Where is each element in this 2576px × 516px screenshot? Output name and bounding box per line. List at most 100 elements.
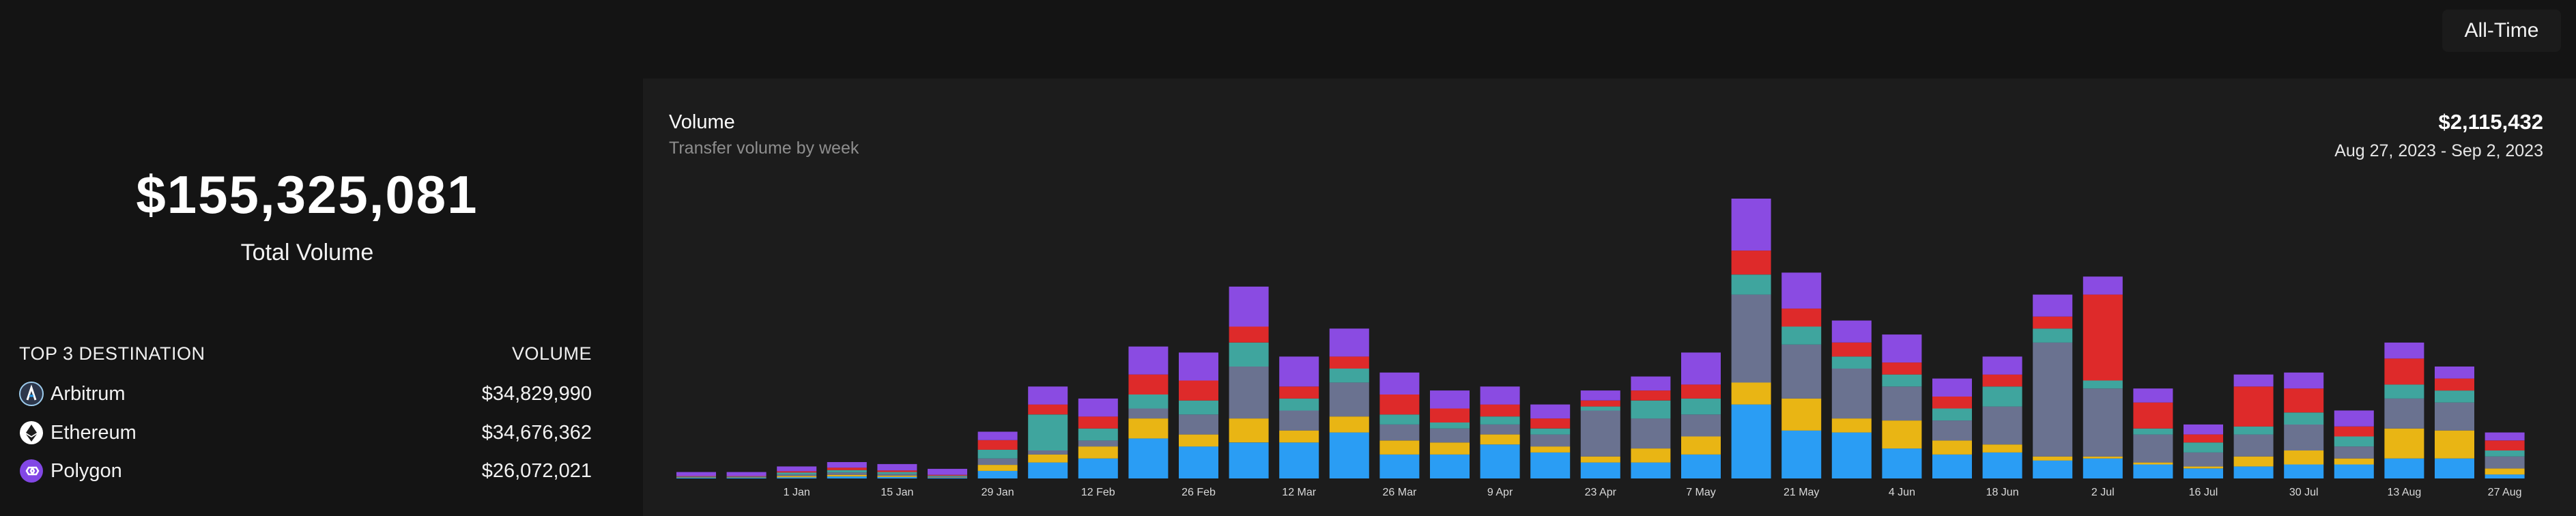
bar-segment-week-30-series-2[interactable] bbox=[2184, 452, 2223, 467]
bar-segment-week-10-series-4[interactable] bbox=[1179, 380, 1218, 401]
bar-segment-week-8-series-4[interactable] bbox=[1078, 416, 1118, 429]
bar-segment-week-3-series-5[interactable] bbox=[827, 462, 867, 468]
bar-segment-week-34-series-3[interactable] bbox=[2384, 384, 2424, 399]
bar-segment-week-30-series-5[interactable] bbox=[2184, 424, 2223, 435]
bar-segment-week-8-series-5[interactable] bbox=[1078, 398, 1118, 417]
bar-segment-week-2-series-2[interactable] bbox=[777, 474, 817, 476]
bar-segment-week-7-series-1[interactable] bbox=[1028, 454, 1068, 463]
bar-segment-week-9-series-0[interactable] bbox=[1128, 438, 1169, 478]
bar-segment-week-14-series-0[interactable] bbox=[1379, 454, 1420, 478]
bar-segment-week-17-series-2[interactable] bbox=[1530, 434, 1571, 447]
bar-segment-week-11-series-4[interactable] bbox=[1229, 326, 1269, 343]
bar-segment-week-11-series-2[interactable] bbox=[1229, 367, 1269, 419]
bar-segment-week-17-series-5[interactable] bbox=[1530, 404, 1571, 419]
bar-segment-week-10-series-0[interactable] bbox=[1179, 446, 1218, 478]
bar-segment-week-6-series-2[interactable] bbox=[977, 458, 1018, 465]
bar-segment-week-23-series-2[interactable] bbox=[1831, 368, 1872, 419]
bar-segment-week-16-series-3[interactable] bbox=[1480, 416, 1520, 425]
bar-segment-week-17-series-4[interactable] bbox=[1530, 418, 1571, 429]
bar-segment-week-12-series-3[interactable] bbox=[1279, 398, 1319, 411]
bar-segment-week-31-series-0[interactable] bbox=[2233, 466, 2274, 478]
bar-segment-week-33-series-5[interactable] bbox=[2334, 410, 2374, 427]
bar-segment-week-7-series-5[interactable] bbox=[1028, 386, 1068, 405]
bar-segment-week-31-series-5[interactable] bbox=[2233, 374, 2274, 387]
bar-segment-week-34-series-1[interactable] bbox=[2384, 428, 2424, 459]
bar-segment-week-1-series-5[interactable] bbox=[726, 472, 767, 476]
bar-segment-week-0-series-5[interactable] bbox=[676, 472, 716, 476]
bar-segment-week-2-series-4[interactable] bbox=[777, 471, 817, 473]
bar-segment-week-24-series-4[interactable] bbox=[1882, 362, 1922, 375]
bar-segment-week-24-series-3[interactable] bbox=[1882, 374, 1922, 387]
bar-segment-week-32-series-3[interactable] bbox=[2284, 412, 2324, 425]
bar-segment-week-3-series-0[interactable] bbox=[827, 476, 867, 478]
bar-segment-week-6-series-4[interactable] bbox=[977, 440, 1018, 450]
bar-segment-week-31-series-4[interactable] bbox=[2233, 386, 2274, 427]
bar-segment-week-20-series-3[interactable] bbox=[1681, 398, 1721, 415]
bar-segment-week-18-series-3[interactable] bbox=[1580, 406, 1620, 411]
bar-segment-week-5-series-4[interactable] bbox=[928, 474, 967, 476]
bar-segment-week-5-series-2[interactable] bbox=[928, 476, 967, 478]
bar-segment-week-2-series-0[interactable] bbox=[777, 477, 817, 478]
bar-segment-week-9-series-1[interactable] bbox=[1128, 418, 1169, 439]
bar-segment-week-15-series-3[interactable] bbox=[1430, 422, 1470, 429]
bar-segment-week-27-series-0[interactable] bbox=[2033, 460, 2073, 478]
bar-segment-week-23-series-0[interactable] bbox=[1831, 432, 1872, 478]
bar-segment-week-12-series-1[interactable] bbox=[1279, 430, 1319, 443]
bar-segment-week-26-series-5[interactable] bbox=[1982, 356, 2022, 375]
bar-segment-week-15-series-2[interactable] bbox=[1430, 428, 1470, 443]
bar-segment-week-27-series-5[interactable] bbox=[2033, 294, 2073, 317]
bar-segment-week-28-series-1[interactable] bbox=[2083, 456, 2123, 459]
bar-segment-week-17-series-1[interactable] bbox=[1530, 446, 1571, 453]
bar-segment-week-1-series-3[interactable] bbox=[726, 476, 767, 477]
bar-segment-week-30-series-1[interactable] bbox=[2184, 466, 2223, 469]
bar-segment-week-26-series-1[interactable] bbox=[1982, 444, 2022, 453]
bar-segment-week-17-series-0[interactable] bbox=[1530, 452, 1571, 478]
bar-segment-week-16-series-0[interactable] bbox=[1480, 444, 1520, 478]
bar-segment-week-7-series-3[interactable] bbox=[1028, 414, 1068, 450]
bar-segment-week-4-series-5[interactable] bbox=[877, 463, 917, 471]
bar-segment-week-10-series-2[interactable] bbox=[1179, 414, 1218, 435]
bar-segment-week-23-series-1[interactable] bbox=[1831, 418, 1872, 433]
bar-segment-week-19-series-2[interactable] bbox=[1631, 418, 1671, 448]
time-range-button[interactable]: All-Time bbox=[2442, 10, 2561, 52]
bar-segment-week-33-series-4[interactable] bbox=[2334, 426, 2374, 437]
bar-segment-week-20-series-5[interactable] bbox=[1681, 352, 1721, 385]
bar-segment-week-33-series-1[interactable] bbox=[2334, 458, 2374, 465]
bar-segment-week-25-series-3[interactable] bbox=[1932, 408, 1972, 421]
bar-segment-week-5-series-1[interactable] bbox=[928, 477, 967, 478]
bar-segment-week-26-series-4[interactable] bbox=[1982, 374, 2022, 387]
bar-segment-week-20-series-0[interactable] bbox=[1681, 454, 1721, 478]
bar-segment-week-27-series-2[interactable] bbox=[2033, 342, 2073, 457]
bar-segment-week-19-series-4[interactable] bbox=[1631, 390, 1671, 401]
bar-segment-week-29-series-2[interactable] bbox=[2133, 434, 2173, 463]
bar-segment-week-19-series-1[interactable] bbox=[1631, 448, 1671, 463]
bar-segment-week-14-series-4[interactable] bbox=[1379, 395, 1420, 415]
bar-segment-week-7-series-2[interactable] bbox=[1028, 450, 1068, 455]
bar-segment-week-1-series-2[interactable] bbox=[726, 476, 767, 478]
bar-segment-week-25-series-4[interactable] bbox=[1932, 396, 1972, 409]
bar-segment-week-0-series-1[interactable] bbox=[676, 477, 716, 478]
bar-segment-week-2-series-1[interactable] bbox=[777, 476, 817, 478]
bar-segment-week-4-series-3[interactable] bbox=[877, 472, 917, 474]
bar-segment-week-8-series-3[interactable] bbox=[1078, 428, 1118, 441]
bar-segment-week-24-series-5[interactable] bbox=[1882, 334, 1922, 363]
bar-segment-week-17-series-3[interactable] bbox=[1530, 428, 1571, 435]
bar-segment-week-30-series-3[interactable] bbox=[2184, 442, 2223, 453]
bar-segment-week-23-series-5[interactable] bbox=[1831, 320, 1872, 343]
bar-segment-week-15-series-1[interactable] bbox=[1430, 442, 1470, 455]
bar-segment-week-21-series-3[interactable] bbox=[1731, 274, 1771, 295]
bar-segment-week-34-series-4[interactable] bbox=[2384, 358, 2424, 385]
bar-segment-week-18-series-5[interactable] bbox=[1580, 390, 1620, 401]
bar-segment-week-28-series-5[interactable] bbox=[2083, 276, 2123, 295]
bar-segment-week-25-series-1[interactable] bbox=[1932, 440, 1972, 455]
bar-segment-week-21-series-1[interactable] bbox=[1731, 382, 1771, 405]
bar-segment-week-21-series-2[interactable] bbox=[1731, 294, 1771, 383]
bar-segment-week-21-series-0[interactable] bbox=[1731, 404, 1771, 478]
bar-segment-week-15-series-0[interactable] bbox=[1430, 454, 1470, 478]
bar-segment-week-19-series-3[interactable] bbox=[1631, 400, 1671, 419]
bar-segment-week-27-series-1[interactable] bbox=[2033, 456, 2073, 461]
bar-segment-week-26-series-0[interactable] bbox=[1982, 452, 2022, 478]
bar-segment-week-10-series-5[interactable] bbox=[1179, 352, 1218, 381]
bar-segment-week-32-series-2[interactable] bbox=[2284, 424, 2324, 450]
bar-segment-week-36-series-2[interactable] bbox=[2485, 456, 2525, 469]
